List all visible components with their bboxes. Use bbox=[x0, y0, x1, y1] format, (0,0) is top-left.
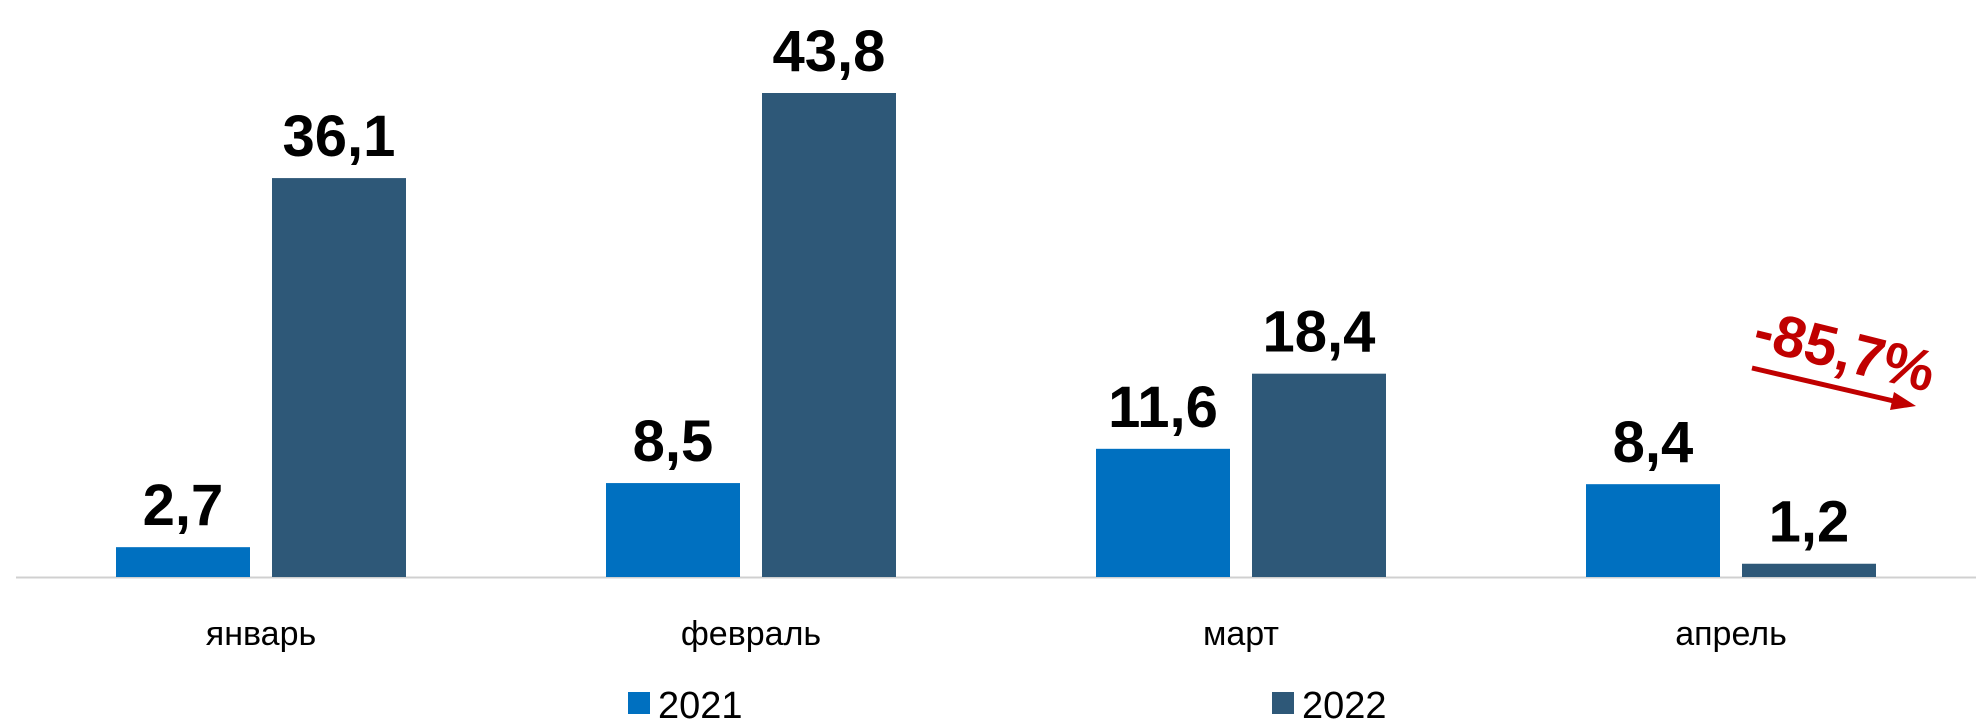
data-label: 8,5 bbox=[633, 409, 714, 474]
bar-2022 bbox=[762, 93, 896, 577]
change-arrow-head bbox=[1890, 392, 1916, 410]
bar-2021 bbox=[1096, 448, 1230, 577]
category-label: март bbox=[1203, 615, 1279, 653]
data-label: 18,4 bbox=[1263, 300, 1376, 365]
data-label: 8,4 bbox=[1613, 410, 1694, 475]
data-label: 2,7 bbox=[143, 473, 224, 538]
bar-2022 bbox=[1742, 563, 1876, 577]
legend-label-2021: 2021 bbox=[658, 685, 743, 721]
bar-2022 bbox=[1252, 373, 1386, 577]
category-label: апрель bbox=[1675, 615, 1787, 653]
legend: 2021 2022 bbox=[628, 685, 1387, 721]
category-label: февраль bbox=[681, 615, 821, 653]
bar-2022 bbox=[272, 178, 406, 577]
data-label: 36,1 bbox=[283, 104, 396, 169]
change-arrow-line bbox=[1751, 365, 1899, 405]
legend-label-2022: 2022 bbox=[1302, 685, 1387, 721]
change-annotation: -85,7% bbox=[1748, 297, 1942, 410]
value-labels-group: 2,7 36,1 8,5 43,8 11,6 18,4 8,4 1,2 bbox=[143, 19, 1850, 555]
bar-2021 bbox=[116, 547, 250, 577]
data-label: 43,8 bbox=[773, 19, 886, 84]
category-label: январь bbox=[206, 615, 316, 653]
legend-swatch-2021 bbox=[628, 692, 650, 714]
data-label: 1,2 bbox=[1769, 490, 1850, 555]
bar-2021 bbox=[606, 483, 740, 577]
bars-group bbox=[116, 93, 1876, 577]
data-label: 11,6 bbox=[1108, 375, 1218, 440]
category-labels-group: январь февраль март апрель bbox=[206, 615, 1787, 653]
bar-2021 bbox=[1586, 484, 1720, 577]
legend-swatch-2022 bbox=[1272, 692, 1294, 714]
